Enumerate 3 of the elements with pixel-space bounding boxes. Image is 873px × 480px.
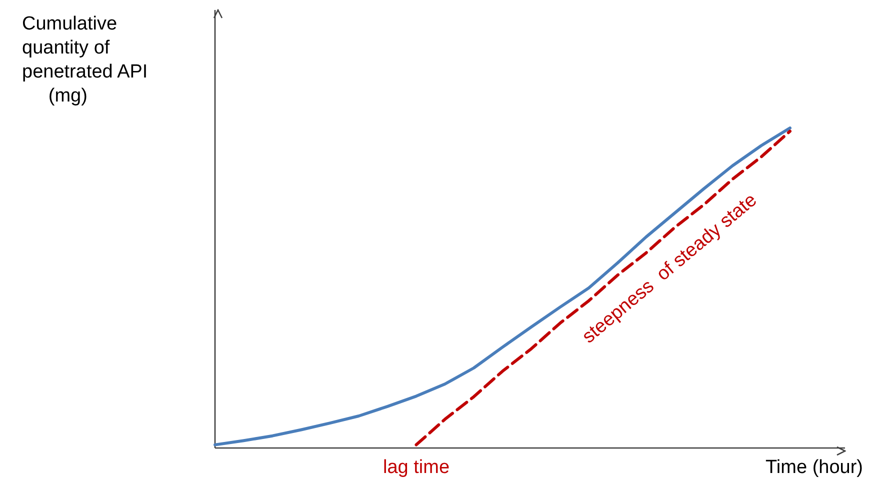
text: lag time — [382, 457, 450, 478]
y-axis-title: Cumulative quantity of penetrated API (mg) — [22, 14, 148, 106]
x-axis-title: Time (hour) — [766, 457, 864, 478]
